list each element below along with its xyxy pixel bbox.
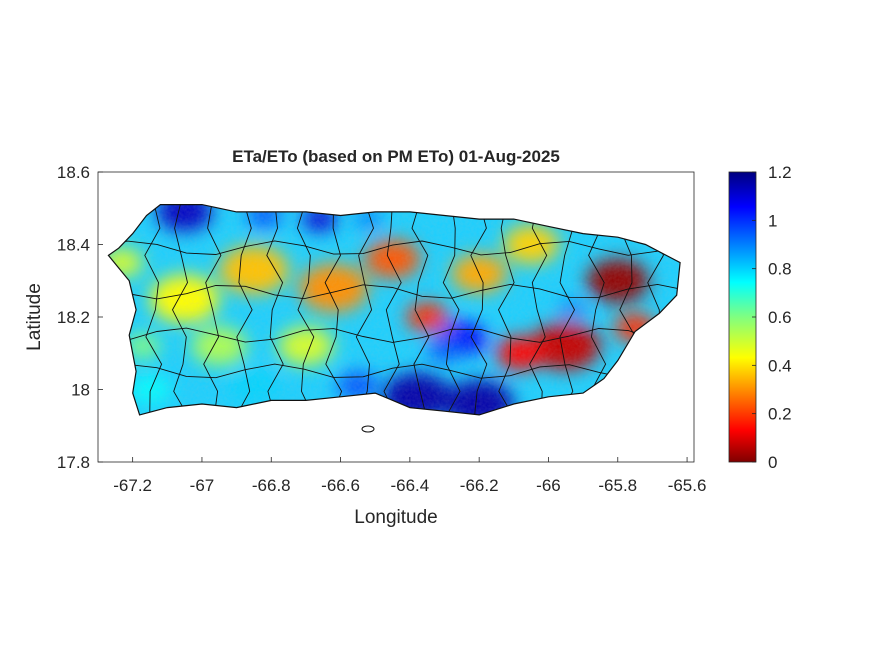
municipal-boundary-ns-13 (529, 204, 548, 415)
municipal-boundary-ns-1 (171, 204, 190, 415)
municipal-boundary-ns-7 (355, 204, 374, 415)
y-tick-label: 18.2 (57, 308, 90, 327)
municipal-boundary-ns-11 (470, 204, 488, 415)
municipal-boundary-ns-5 (296, 204, 315, 415)
chart-title: ETa/ETo (based on PM ETo) 01-Aug-2025 (232, 147, 560, 166)
x-tick-label: -66 (536, 476, 561, 495)
municipal-boundary-ns-0 (144, 204, 163, 415)
municipal-boundary-ew-2 (108, 327, 681, 343)
municipal-boundary-ew-0 (108, 240, 681, 256)
heatmap-layer (107, 204, 681, 433)
municipal-boundary-ns-10 (442, 204, 461, 415)
colorbar-tick-label: 0 (768, 453, 777, 472)
x-tick-label: -65.6 (668, 476, 707, 495)
caja-de-muertos-island (361, 425, 375, 433)
colorbar (728, 171, 757, 463)
municipal-boundary-ns-9 (411, 204, 430, 415)
municipal-boundary-ns-3 (234, 204, 253, 415)
colorbar-tick-label: 1.2 (768, 163, 792, 182)
municipal-boundary-ew-3 (108, 363, 681, 379)
x-tick-label: -67.2 (113, 476, 152, 495)
municipal-boundary-ns-6 (324, 204, 343, 415)
island-outline (107, 204, 681, 416)
y-tick-label: 18 (71, 381, 90, 400)
x-tick-label: -66.2 (460, 476, 499, 495)
x-axis-label: Longitude (354, 507, 437, 528)
y-tick-label: 18.4 (57, 236, 90, 255)
y-tick-label: 17.8 (57, 453, 90, 472)
y-axis-ticks: 17.8 18 18.2 18.4 18.6 (57, 163, 103, 472)
colorbar-tick-label: 0.8 (768, 260, 792, 279)
y-axis-label: Latitude (24, 283, 45, 351)
colorbar-ticks: 0 0.2 0.4 0.6 0.8 1 1.2 (752, 163, 792, 472)
colorbar-tick-label: 0.6 (768, 308, 792, 327)
municipal-boundary-ns-14 (556, 204, 576, 415)
x-tick-label: -67 (190, 476, 215, 495)
municipal-boundaries (108, 204, 681, 415)
municipal-boundary-ns-8 (383, 204, 402, 415)
municipal-boundary-ns-4 (266, 204, 284, 415)
municipal-boundary-ns-12 (497, 204, 515, 415)
colorbar-tick-label: 0.4 (768, 356, 792, 375)
x-tick-label: -66.8 (252, 476, 291, 495)
municipal-boundary-ns-15 (588, 204, 607, 415)
y-tick-label: 18.6 (57, 163, 90, 182)
heatmap-texture (108, 204, 681, 415)
x-axis-ticks: -67.2 -67 -66.8 -66.6 -66.4 -66.2 -66 -65.8 -65.… (113, 457, 706, 495)
x-tick-label: -65.8 (598, 476, 637, 495)
municipal-boundary-ns-2 (203, 204, 222, 415)
x-tick-label: -66.6 (321, 476, 360, 495)
municipal-boundary-ew-1 (108, 283, 681, 300)
colorbar-tick-label: 1 (768, 211, 777, 230)
x-tick-label: -66.4 (390, 476, 429, 495)
colorbar-tick-label: 0.2 (768, 405, 792, 424)
